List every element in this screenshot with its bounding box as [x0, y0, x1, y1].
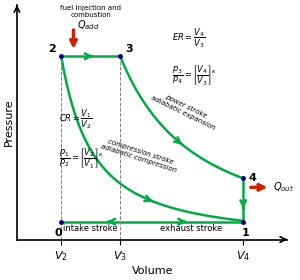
- Text: compression stroke
adiabatic compression: compression stroke adiabatic compression: [100, 136, 180, 173]
- Text: $Q_{add}$: $Q_{add}$: [77, 18, 100, 32]
- Text: $CR = \dfrac{V_1}{V_2}$: $CR = \dfrac{V_1}{V_2}$: [59, 107, 92, 131]
- Text: $ER = \dfrac{V_4}{V_3}$: $ER = \dfrac{V_4}{V_3}$: [172, 27, 205, 50]
- X-axis label: Volume: Volume: [131, 266, 173, 276]
- Text: power stroke
adiabatic expansion: power stroke adiabatic expansion: [149, 88, 219, 131]
- Text: $Q_{out}$: $Q_{out}$: [273, 180, 294, 194]
- Text: intake stroke: intake stroke: [63, 224, 118, 233]
- Text: $\dfrac{p_1}{p_2} = \left[\dfrac{V_2}{V_1}\right]^\kappa$: $\dfrac{p_1}{p_2} = \left[\dfrac{V_2}{V_…: [59, 147, 104, 171]
- Text: exhaust stroke: exhaust stroke: [160, 224, 223, 233]
- Text: 0: 0: [55, 228, 63, 238]
- Text: fuel injection and
combustion: fuel injection and combustion: [60, 5, 121, 18]
- Y-axis label: Pressure: Pressure: [4, 98, 14, 146]
- Text: $\dfrac{p_3}{p_4} = \left[\dfrac{V_4}{V_3}\right]^\kappa$: $\dfrac{p_3}{p_4} = \left[\dfrac{V_4}{V_…: [172, 64, 217, 88]
- Text: 2: 2: [49, 44, 56, 54]
- Text: 4: 4: [248, 173, 256, 183]
- Text: 1: 1: [242, 228, 250, 238]
- Text: 3: 3: [125, 44, 133, 54]
